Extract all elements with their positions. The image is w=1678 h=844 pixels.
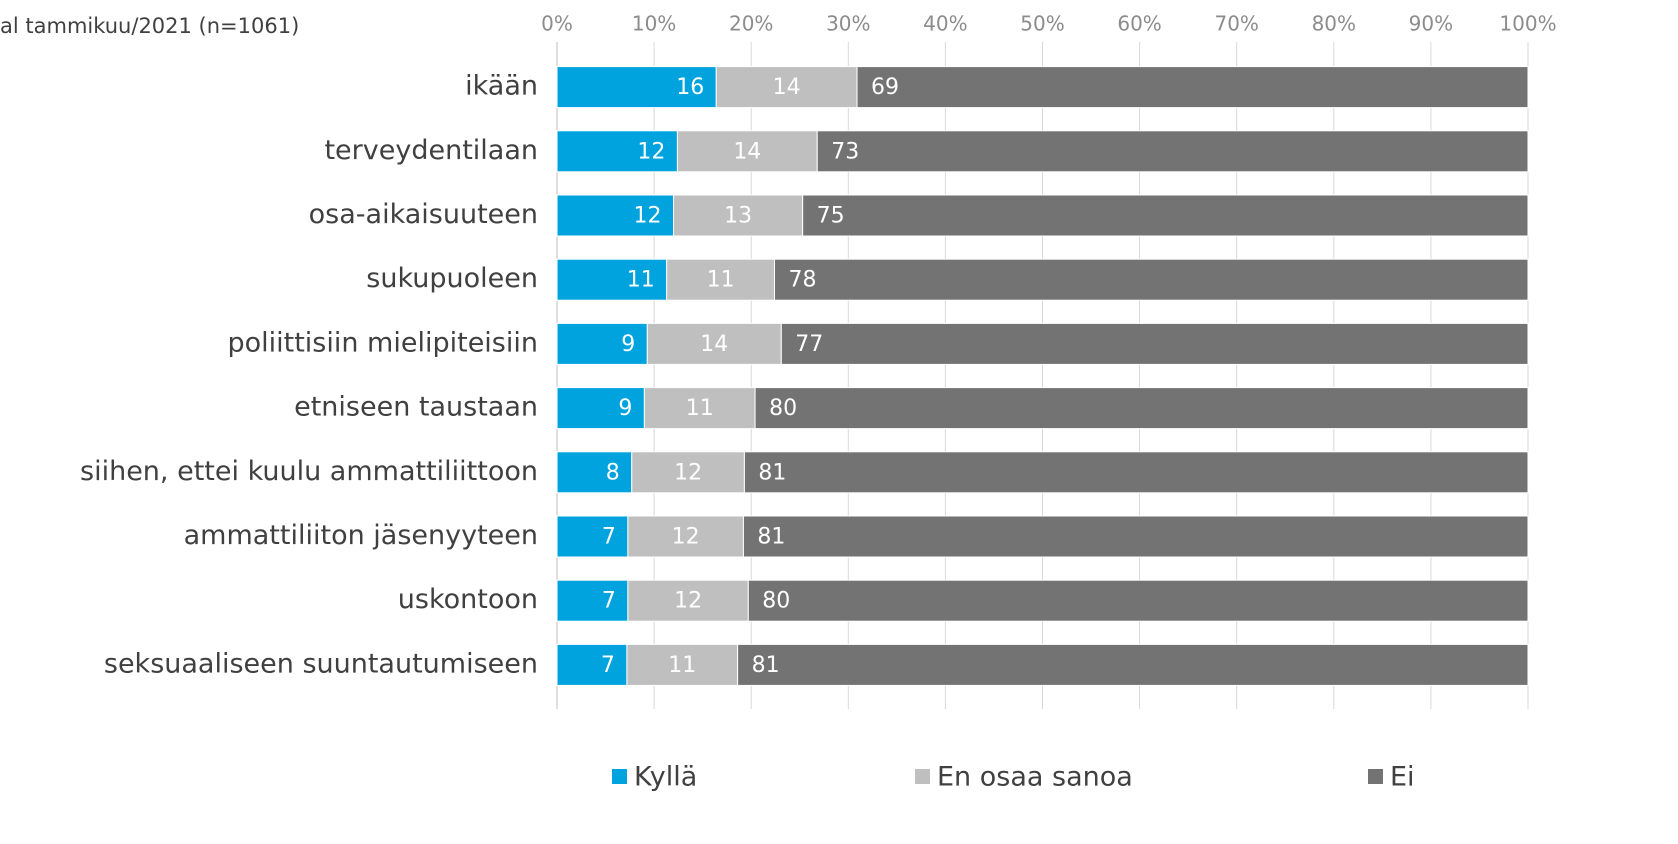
data-label: 11 xyxy=(686,396,714,421)
data-label: 81 xyxy=(757,525,785,550)
x-tick-label: 20% xyxy=(729,12,773,36)
bar-segment xyxy=(556,643,628,686)
data-label: 11 xyxy=(627,268,655,293)
bar-segment xyxy=(631,451,745,494)
data-label: 75 xyxy=(817,204,845,229)
data-label: 78 xyxy=(789,268,817,293)
data-label: 14 xyxy=(773,75,801,100)
bar-segment xyxy=(556,515,629,558)
data-label: 9 xyxy=(621,332,635,357)
bar-segment xyxy=(715,66,858,109)
data-label: 7 xyxy=(601,653,615,678)
x-tick-label: 10% xyxy=(632,12,676,36)
legend-swatch xyxy=(612,769,627,784)
y-tick-label: seksuaaliseen suuntautumiseen xyxy=(104,648,538,679)
bar-segment xyxy=(676,130,818,173)
data-label: 12 xyxy=(637,139,665,164)
data-label: 80 xyxy=(769,396,797,421)
bar-segment xyxy=(742,515,1529,558)
bar-segment xyxy=(856,66,1529,109)
bar-segment xyxy=(646,322,782,365)
bar-segment xyxy=(673,194,804,237)
y-tick-label: sukupuoleen xyxy=(366,263,538,294)
y-tick-label: poliittisiin mielipiteisiin xyxy=(227,327,538,358)
legend-swatch xyxy=(1368,769,1383,784)
y-tick-label: uskontoon xyxy=(398,584,538,615)
x-tick-label: 60% xyxy=(1117,12,1161,36)
data-label: 14 xyxy=(733,139,761,164)
bar-segment xyxy=(743,451,1529,494)
chart-title: al tammikuu/2021 (n=1061) xyxy=(0,14,299,38)
legend-swatch xyxy=(915,769,930,784)
bar-segment xyxy=(802,194,1529,237)
y-tick-label: ammattiliiton jäsenyyteen xyxy=(184,520,538,551)
bar-segment xyxy=(747,579,1529,622)
data-label: 12 xyxy=(672,525,700,550)
data-label: 12 xyxy=(634,204,662,229)
bar-segment xyxy=(780,322,1529,365)
bar-segment xyxy=(556,258,668,301)
bar-segment xyxy=(556,387,645,430)
data-label: 81 xyxy=(752,653,780,678)
data-label: 81 xyxy=(758,460,786,485)
data-label: 7 xyxy=(602,589,616,614)
bar-segment xyxy=(754,387,1529,430)
y-tick-label: etniseen taustaan xyxy=(294,392,538,423)
bar-segment xyxy=(627,579,749,622)
data-label: 12 xyxy=(674,460,702,485)
x-tick-label: 80% xyxy=(1312,12,1356,36)
data-label: 13 xyxy=(724,204,752,229)
data-label: 12 xyxy=(674,589,702,614)
data-label: 7 xyxy=(602,525,616,550)
x-tick-label: 100% xyxy=(1499,12,1556,36)
data-label: 16 xyxy=(676,75,704,100)
x-tick-label: 50% xyxy=(1020,12,1064,36)
x-tick-label: 40% xyxy=(923,12,967,36)
data-label: 11 xyxy=(707,268,735,293)
x-tick-label: 30% xyxy=(826,12,870,36)
legend-label: Ei xyxy=(1390,762,1415,793)
bar-segment xyxy=(556,579,629,622)
bar-segment xyxy=(556,194,675,237)
data-label: 73 xyxy=(831,139,859,164)
bar-segment xyxy=(556,130,678,173)
y-tick-label: siihen, ettei kuulu ammattiliittoon xyxy=(80,456,538,487)
y-tick-label: ikään xyxy=(465,71,538,102)
legend-label: Kyllä xyxy=(634,762,697,793)
bar-segment xyxy=(556,322,648,365)
data-label: 77 xyxy=(795,332,823,357)
x-tick-label: 90% xyxy=(1409,12,1453,36)
bar-segment xyxy=(774,258,1529,301)
data-label: 69 xyxy=(871,75,899,100)
y-tick-label: osa-aikaisuuteen xyxy=(309,199,538,230)
bar-segment xyxy=(627,515,744,558)
data-label: 80 xyxy=(762,589,790,614)
bar-segment xyxy=(643,387,756,430)
bar-segment xyxy=(556,66,717,109)
data-label: 9 xyxy=(618,396,632,421)
data-label: 8 xyxy=(606,460,620,485)
x-tick-label: 70% xyxy=(1214,12,1258,36)
bar-segment xyxy=(556,451,633,494)
bar-segment xyxy=(816,130,1529,173)
bar-segment xyxy=(626,643,739,686)
x-tick-label: 0% xyxy=(541,12,573,36)
legend-label: En osaa sanoa xyxy=(937,762,1133,793)
bar-segment xyxy=(737,643,1529,686)
y-tick-label: terveydentilaan xyxy=(324,135,538,166)
data-label: 14 xyxy=(700,332,728,357)
data-label: 11 xyxy=(668,653,696,678)
